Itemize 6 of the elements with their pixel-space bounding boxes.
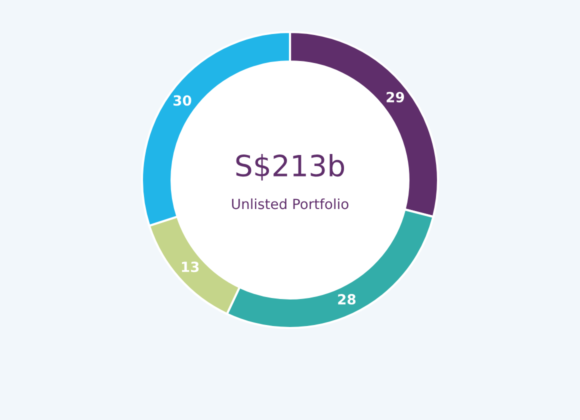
data-label: 30 xyxy=(174,95,192,106)
data-label: 29 xyxy=(386,92,404,102)
data-label: 13 xyxy=(182,262,199,272)
text: Unlisted Portfolio xyxy=(232,198,348,210)
data-label: 28 xyxy=(338,294,356,305)
text: S$213b xyxy=(236,154,344,180)
